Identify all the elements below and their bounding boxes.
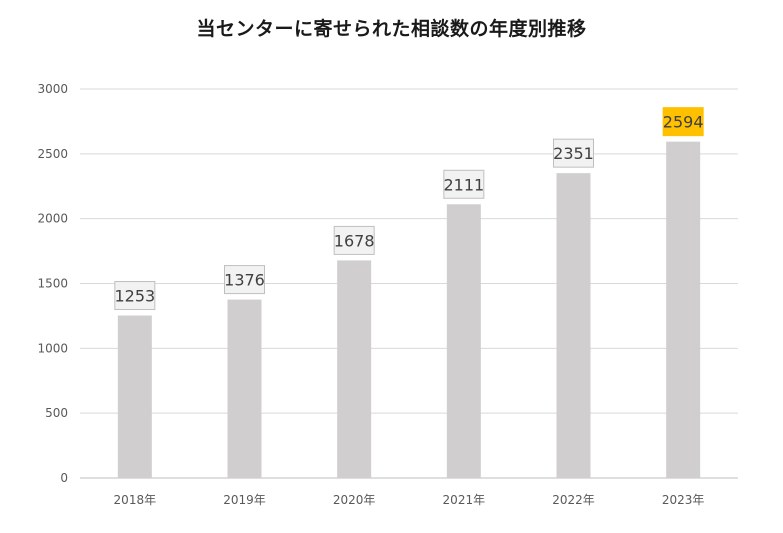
y-tick-label: 3000 — [37, 82, 68, 96]
x-tick-label: 2020年 — [333, 493, 376, 507]
y-tick-label: 500 — [45, 406, 68, 420]
bar — [227, 299, 262, 478]
chart-title: 当センターに寄せられた相談数の年度別推移 — [196, 18, 587, 40]
x-tick-label: 2023年 — [662, 493, 705, 507]
y-tick-label: 1500 — [37, 277, 68, 291]
bar — [337, 260, 372, 478]
x-tick-label: 2021年 — [443, 493, 486, 507]
x-tick-label: 2019年 — [223, 493, 266, 507]
data-label: 1376 — [224, 271, 265, 290]
y-tick-label: 1000 — [37, 341, 68, 355]
data-label: 2111 — [443, 175, 484, 194]
bar — [556, 173, 591, 478]
data-label: 1253 — [114, 287, 155, 306]
data-label-box — [224, 265, 265, 295]
bar — [117, 315, 152, 478]
data-label: 2351 — [553, 144, 594, 163]
data-label: 1678 — [334, 231, 375, 250]
bar — [446, 204, 481, 478]
y-tick-label: 0 — [60, 471, 68, 485]
y-tick-label: 2500 — [37, 147, 68, 161]
y-tick-label: 2000 — [37, 212, 68, 226]
x-tick-label: 2022年 — [552, 493, 595, 507]
data-label-box — [114, 281, 156, 311]
data-label: 2594 — [663, 113, 704, 132]
data-label-box-highlight — [662, 107, 704, 137]
data-label-box — [443, 169, 485, 199]
bar — [666, 141, 701, 479]
data-label-box — [553, 138, 594, 168]
data-label-box — [333, 225, 375, 255]
x-tick-label: 2018年 — [114, 493, 157, 507]
